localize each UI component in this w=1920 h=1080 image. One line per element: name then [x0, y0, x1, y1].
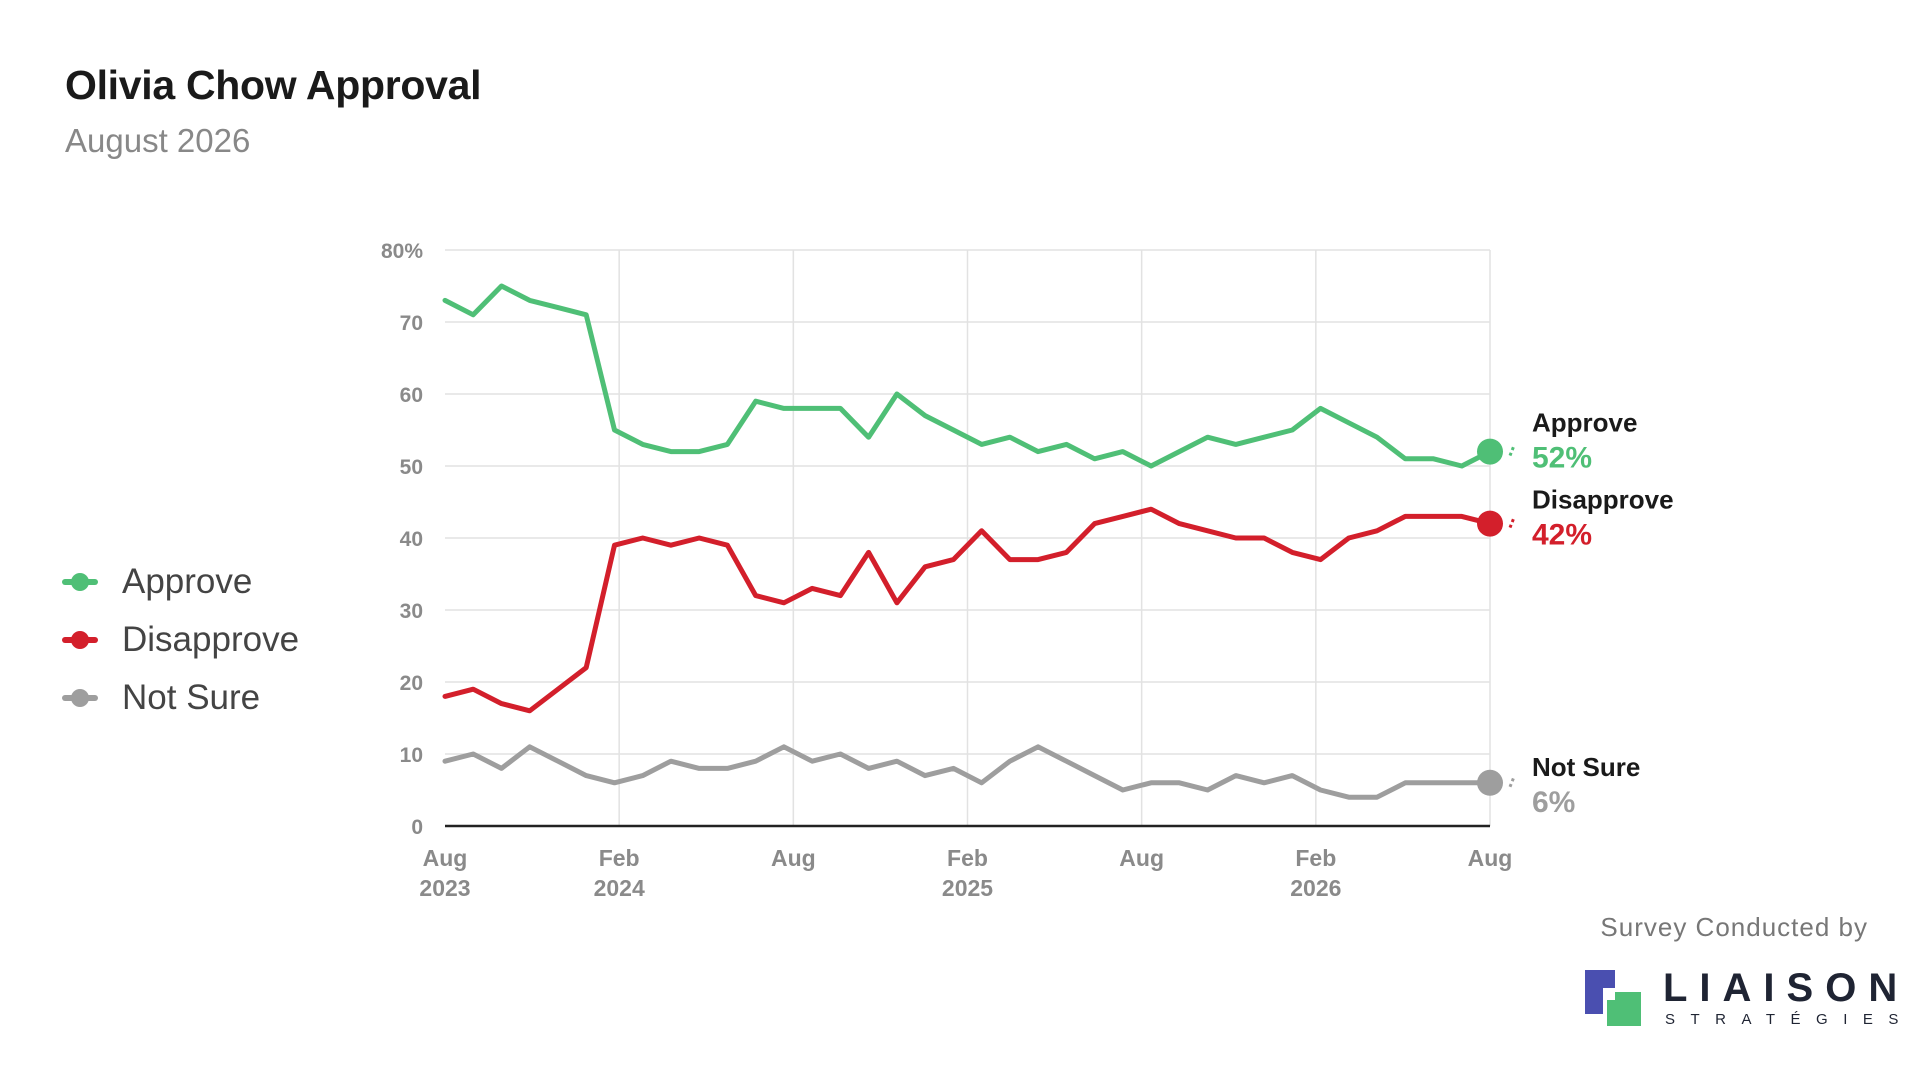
legend-swatch-not-sure	[62, 689, 98, 707]
x-tick-label: Aug	[1119, 845, 1164, 871]
x-tick-label: Aug	[1468, 845, 1513, 871]
y-tick-label: 0	[411, 816, 423, 839]
chart-subtitle: August 2026	[65, 122, 251, 159]
x-tick-year-label: 2023	[419, 875, 470, 901]
y-tick-label: 70	[400, 312, 423, 335]
label-connector-approve	[1508, 445, 1516, 457]
legend-label-approve: Approve	[122, 562, 253, 601]
x-tick-label: Feb	[599, 845, 640, 871]
y-tick-label: 10	[400, 744, 423, 767]
series-line-disapprove	[442, 506, 1493, 714]
series-end-point-approve	[1477, 438, 1503, 465]
liaison-logo: LIAISON STRATÉGIES	[1585, 966, 1898, 1028]
y-tick-label: 30	[400, 600, 423, 623]
series-end-point-disapprove	[1477, 510, 1503, 537]
logo-wordmark: LIAISON	[1663, 966, 1910, 1010]
y-tick-label: 60	[400, 384, 423, 407]
end-label-value-not-sure: 6%	[1532, 786, 1575, 819]
series-line-not-sure	[442, 744, 1493, 800]
chart-title: Olivia Chow Approval	[65, 62, 482, 108]
y-tick-label: 20	[400, 672, 423, 695]
logo-subtitle: STRATÉGIES	[1665, 1011, 1914, 1028]
legend-label-not-sure: Not Sure	[122, 678, 261, 717]
label-connector-disapprove	[1508, 517, 1516, 529]
x-tick-year-label: 2026	[1290, 875, 1341, 901]
legend-swatch-approve	[62, 573, 98, 591]
x-tick-label: Aug	[423, 845, 468, 871]
legend-item-disapprove: Disapprove	[62, 611, 299, 669]
y-tick-label: 80%	[381, 240, 423, 263]
series-line-approve	[442, 283, 1493, 469]
liaison-logo-mark-icon	[1585, 970, 1641, 1026]
end-label-name-not-sure: Not Sure	[1532, 752, 1640, 782]
y-tick-label: 40	[400, 528, 423, 551]
series-end-point-not-sure	[1477, 769, 1503, 796]
end-label-name-disapprove: Disapprove	[1532, 485, 1674, 515]
x-tick-label: Feb	[947, 845, 988, 871]
legend-item-not-sure: Not Sure	[62, 669, 299, 727]
x-tick-year-label: 2025	[942, 875, 993, 901]
y-tick-label: 50	[400, 456, 423, 479]
x-tick-year-label: 2024	[594, 875, 645, 901]
end-label-name-approve: Approve	[1532, 408, 1637, 438]
label-connector-not-sure	[1508, 776, 1516, 788]
legend-item-approve: Approve	[62, 553, 299, 611]
legend-swatch-disapprove	[62, 631, 98, 649]
legend-label-disapprove: Disapprove	[122, 620, 300, 659]
x-tick-label: Aug	[771, 845, 816, 871]
legend: Approve Disapprove Not Sure	[62, 553, 299, 727]
survey-credit: Survey Conducted by	[1600, 912, 1868, 942]
end-label-value-disapprove: 42%	[1532, 519, 1592, 552]
x-tick-label: Feb	[1295, 845, 1336, 871]
end-label-value-approve: 52%	[1532, 442, 1592, 475]
